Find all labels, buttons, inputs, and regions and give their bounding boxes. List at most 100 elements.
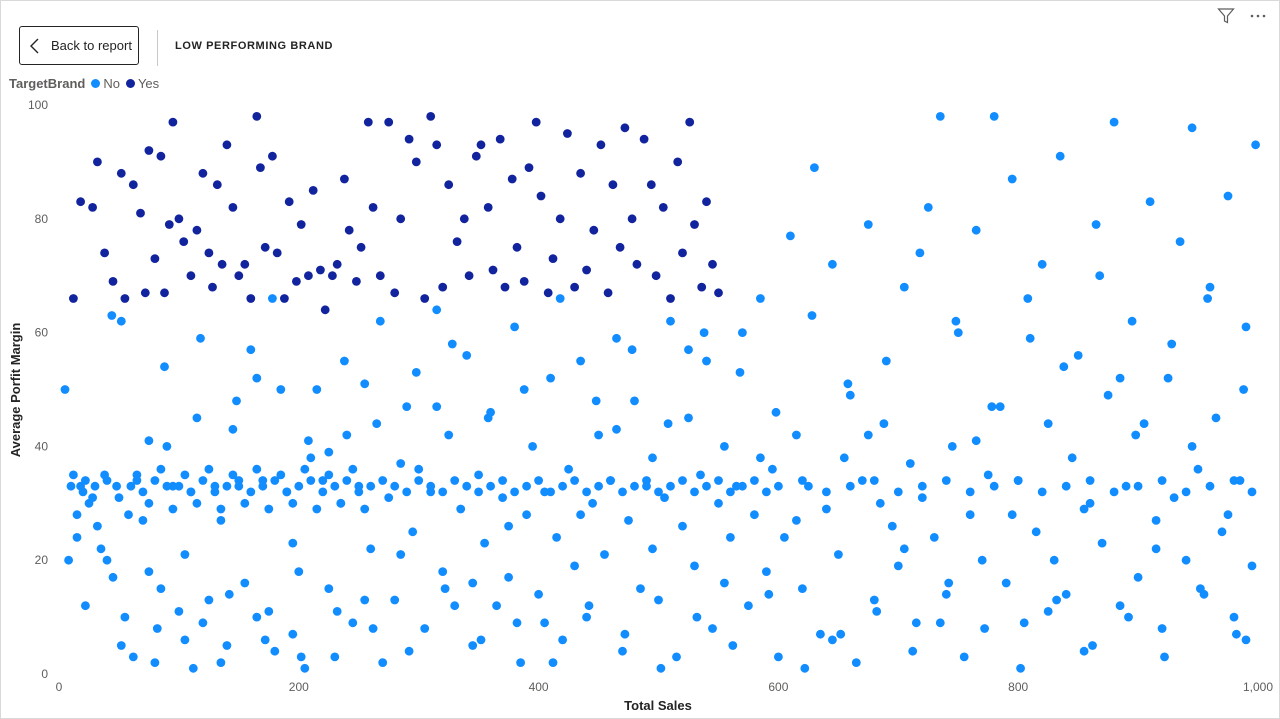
- data-point-yes[interactable]: [708, 259, 717, 269]
- data-point-no[interactable]: [582, 612, 591, 622]
- data-point-no[interactable]: [1251, 140, 1260, 150]
- data-point-no[interactable]: [340, 356, 349, 366]
- data-point-no[interactable]: [959, 652, 969, 662]
- data-point-no[interactable]: [336, 498, 346, 508]
- data-point-yes[interactable]: [174, 214, 184, 224]
- data-point-no[interactable]: [1037, 487, 1047, 497]
- data-point-no[interactable]: [1073, 351, 1083, 360]
- data-point-no[interactable]: [666, 481, 675, 491]
- data-point-yes[interactable]: [280, 294, 289, 303]
- data-point-no[interactable]: [1167, 339, 1177, 349]
- data-point-no[interactable]: [252, 612, 262, 622]
- data-point-no[interactable]: [699, 328, 709, 337]
- data-point-no[interactable]: [917, 493, 927, 502]
- data-point-no[interactable]: [390, 481, 400, 491]
- data-point-no[interactable]: [234, 476, 244, 485]
- data-point-yes[interactable]: [589, 225, 599, 235]
- data-point-no[interactable]: [1103, 390, 1113, 400]
- data-point-yes[interactable]: [332, 259, 342, 269]
- data-point-no[interactable]: [552, 533, 561, 542]
- data-point-no[interactable]: [304, 436, 313, 446]
- data-point-no[interactable]: [1160, 652, 1169, 662]
- data-point-no[interactable]: [324, 447, 334, 457]
- data-point-no[interactable]: [845, 390, 855, 400]
- data-point-no[interactable]: [1187, 442, 1197, 451]
- data-point-yes[interactable]: [702, 197, 711, 207]
- data-point-no[interactable]: [288, 498, 298, 508]
- data-point-no[interactable]: [258, 481, 268, 491]
- data-point-no[interactable]: [268, 294, 277, 303]
- data-point-no[interactable]: [78, 487, 88, 497]
- data-point-no[interactable]: [396, 550, 406, 559]
- data-point-no[interactable]: [576, 510, 585, 520]
- data-point-no[interactable]: [654, 595, 663, 605]
- data-point-no[interactable]: [72, 533, 82, 542]
- data-point-no[interactable]: [294, 567, 304, 576]
- data-point-yes[interactable]: [344, 225, 354, 235]
- data-point-yes[interactable]: [384, 117, 394, 127]
- data-point-no[interactable]: [720, 442, 729, 451]
- data-point-no[interactable]: [879, 419, 889, 428]
- data-point-no[interactable]: [378, 658, 388, 667]
- data-point-no[interactable]: [152, 624, 162, 633]
- data-point-no[interactable]: [828, 259, 837, 269]
- data-point-yes[interactable]: [256, 163, 265, 173]
- data-point-no[interactable]: [300, 663, 310, 673]
- data-point-yes[interactable]: [524, 163, 534, 173]
- data-point-yes[interactable]: [164, 220, 174, 229]
- data-point-no[interactable]: [476, 635, 486, 645]
- data-point-no[interactable]: [232, 396, 241, 406]
- data-point-no[interactable]: [1229, 476, 1239, 485]
- data-point-no[interactable]: [402, 402, 412, 411]
- data-point-no[interactable]: [186, 487, 196, 497]
- data-point-no[interactable]: [836, 629, 846, 639]
- data-point-no[interactable]: [702, 356, 711, 366]
- data-point-no[interactable]: [522, 510, 531, 520]
- data-point-no[interactable]: [792, 516, 801, 525]
- data-point-yes[interactable]: [464, 271, 474, 281]
- data-point-no[interactable]: [714, 476, 723, 485]
- data-point-no[interactable]: [798, 584, 807, 593]
- data-point-no[interactable]: [672, 652, 681, 662]
- data-point-no[interactable]: [828, 635, 837, 645]
- data-point-no[interactable]: [1019, 618, 1029, 628]
- data-point-yes[interactable]: [420, 294, 430, 303]
- data-point-no[interactable]: [702, 481, 711, 491]
- data-point-no[interactable]: [69, 470, 78, 480]
- data-point-no[interactable]: [816, 629, 825, 639]
- data-point-no[interactable]: [375, 316, 385, 326]
- data-point-yes[interactable]: [438, 282, 448, 292]
- data-point-no[interactable]: [180, 550, 190, 559]
- data-point-no[interactable]: [1095, 271, 1105, 281]
- data-point-no[interactable]: [588, 498, 597, 508]
- data-point-no[interactable]: [1163, 373, 1173, 383]
- data-point-no[interactable]: [348, 618, 358, 628]
- data-point-no[interactable]: [627, 345, 637, 355]
- data-point-no[interactable]: [396, 459, 406, 468]
- data-point-no[interactable]: [124, 510, 133, 520]
- data-point-no[interactable]: [270, 476, 280, 485]
- data-point-no[interactable]: [192, 413, 202, 423]
- data-point-no[interactable]: [630, 396, 639, 406]
- data-point-yes[interactable]: [651, 271, 661, 281]
- data-point-no[interactable]: [438, 567, 448, 576]
- data-point-yes[interactable]: [471, 151, 481, 161]
- data-point-yes[interactable]: [512, 242, 522, 252]
- data-point-no[interactable]: [462, 351, 472, 360]
- data-point-yes[interactable]: [208, 282, 217, 292]
- data-point-no[interactable]: [987, 402, 997, 411]
- data-point-yes[interactable]: [476, 140, 486, 150]
- data-point-no[interactable]: [252, 464, 262, 474]
- data-point-yes[interactable]: [120, 294, 130, 303]
- data-point-no[interactable]: [1115, 601, 1125, 611]
- data-point-no[interactable]: [330, 652, 340, 662]
- data-point-no[interactable]: [360, 504, 370, 514]
- data-point-no[interactable]: [447, 339, 457, 349]
- data-point-no[interactable]: [744, 601, 753, 611]
- data-point-no[interactable]: [881, 356, 891, 366]
- data-point-no[interactable]: [450, 601, 460, 611]
- data-point-no[interactable]: [720, 578, 729, 588]
- data-point-no[interactable]: [564, 464, 573, 474]
- data-point-no[interactable]: [318, 487, 328, 497]
- data-point-no[interactable]: [692, 612, 702, 622]
